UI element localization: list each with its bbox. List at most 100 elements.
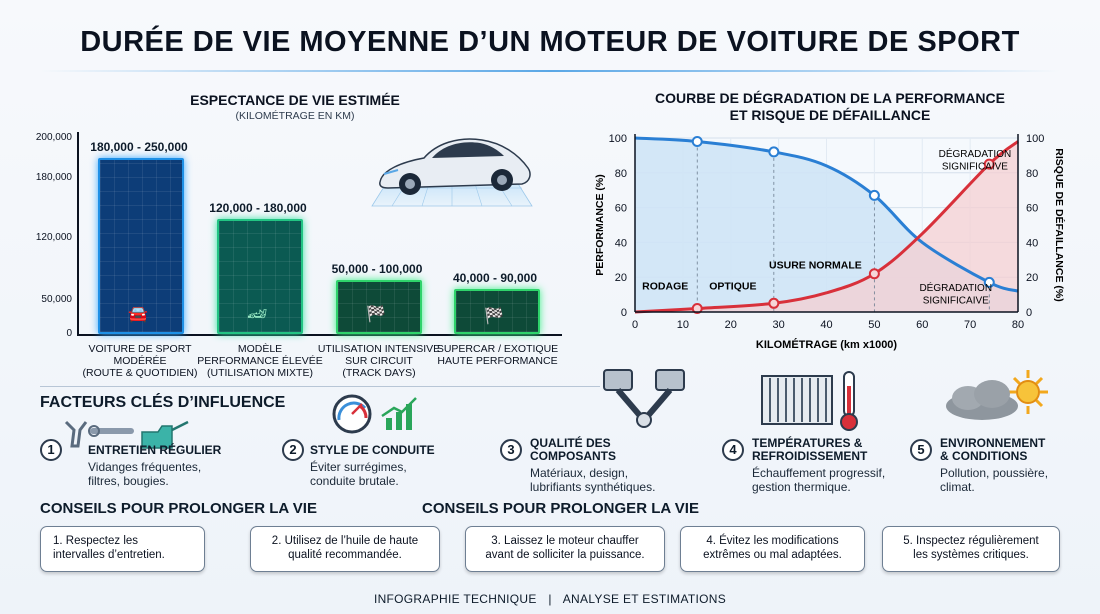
risk-point [868, 268, 880, 280]
bar-caption: VOITURE DE SPORT MODÉRÉE (ROUTE & QUOTIDIE… [82, 343, 198, 379]
footer-separator: | [548, 592, 552, 606]
risk-point [983, 158, 995, 170]
sports-car-illustration [371, 138, 533, 207]
annotation-usure-normale: USURE NORMALE [769, 260, 862, 272]
tip-card-5: 5. Inspectez régulièrement les systèmes c… [882, 526, 1060, 572]
page-title: DURÉE DE VIE MOYENNE D’UN MOTEUR DE VOIT… [80, 26, 1020, 58]
bar-range-label: 50,000 - 100,000 [331, 262, 423, 276]
performance-line [634, 136, 1019, 293]
tip-card-3: 3. Laissez le moteur chauffer avant de so… [465, 526, 665, 572]
x-tick-label: 80 [1012, 319, 1024, 331]
factor-description: Éviter surrégimes, conduite brutale. [310, 460, 407, 488]
y-tick-label: 60 [615, 203, 627, 215]
bar-range-label: 180,000 - 250,000 [90, 140, 188, 154]
line-chart-ticks: 0 10 20 30 40 50 60 70 80 100 100 80 80 60 60 40 40 20 20 0… [609, 133, 1045, 331]
line-chart-y2label: RISQUE DE DÉFAILLANCE (%) [1053, 148, 1066, 301]
performance-point [691, 135, 703, 147]
y2-tick-label: 0 [1026, 307, 1032, 319]
weather-icon [946, 370, 1048, 420]
y2-tick-label: 100 [1026, 133, 1044, 145]
bar-chart-title: ESPECTANCE DE VIE ESTIMÉE [190, 92, 400, 108]
annotation-degradation-bottom: DÉGRADATION [919, 281, 992, 294]
title-divider [40, 70, 1060, 72]
bar-supercar: 🏁 [454, 289, 540, 334]
performance-point [868, 189, 880, 201]
annotation-degradation-top: SIGNIFICAIVE [942, 161, 1008, 172]
annotation-degradation-bottom: SIGNIFICAIVE [923, 295, 989, 306]
risk-area [635, 141, 1018, 312]
y2-tick-label: 40 [1026, 237, 1038, 249]
line-chart-xlabel: KILOMÉTRAGE (km x1000) [756, 338, 898, 351]
y-tick-label: 20 [615, 272, 627, 284]
factor-heading: TEMPÉRATURES & REFROIDISSEMENT [752, 436, 868, 463]
tips-title-right: CONSEILS POUR PROLONGER LA VIE [422, 500, 699, 517]
bar-range-label: 120,000 - 180,000 [209, 201, 307, 215]
risk-point [691, 303, 703, 315]
y-tick-label: 0 [621, 307, 627, 319]
factor-number: 4 [722, 439, 744, 461]
sedan-icon: 🚘 [128, 306, 148, 323]
factor-heading: QUALITÉ DES COMPOSANTS [530, 436, 617, 463]
factor-number: 2 [282, 439, 304, 461]
factor-number: 1 [40, 439, 62, 461]
factor-description: Pollution, poussière, climat. [940, 466, 1049, 494]
bar-y-tick: 50,000 [41, 294, 72, 305]
factor-number: 3 [500, 439, 522, 461]
factor-description: Matériaux, design, lubrifiants synthétiqu… [530, 466, 656, 494]
bar-caption: SUPERCAR / EXOTIQUE HAUTE PERFORMANCE [436, 343, 559, 367]
y-tick-label: 40 [615, 237, 627, 249]
y-tick-label: 100 [609, 133, 627, 145]
bar-y-tick: 200,000 [35, 132, 72, 143]
annotation-degradation-top: DÉGRADATION [939, 147, 1012, 160]
bar-y-axis [77, 132, 79, 336]
bar-y-tick: 120,000 [35, 232, 72, 243]
factor-heading: STYLE DE CONDUITE [310, 443, 435, 457]
x-tick-label: 40 [820, 319, 832, 331]
factor-description: Vidanges fréquentes, filtres, bougies. [88, 460, 202, 488]
factors-title: FACTEURS CLÉS D’INFLUENCE [40, 394, 286, 411]
y2-tick-label: 60 [1026, 203, 1038, 215]
performance-point [768, 146, 780, 158]
tip-card-4: 4. Évitez les modifications extrêmes ou m… [680, 526, 865, 572]
racing-flags-icon: 🏁 [366, 306, 386, 323]
x-tick-label: 10 [677, 319, 689, 331]
pistons-icon [603, 369, 685, 428]
risk-point [768, 297, 780, 309]
annotation-optique: OPTIQUE [709, 280, 756, 292]
x-tick-label: 60 [916, 319, 928, 331]
x-tick-label: 0 [632, 319, 638, 331]
wrench-oilcan-icon [64, 420, 189, 449]
footer-left: INFOGRAPHIE TECHNIQUE [373, 592, 537, 606]
racing-flags-icon: 🏁 [484, 308, 504, 325]
tip-card-1: 1. Respectez les intervalles d’entretien. [40, 526, 205, 572]
tips-title-left: CONSEILS POUR PROLONGER LA VIE [40, 500, 317, 517]
line-chart-title: COURBE DE DÉGRADATION DE LA PERFORMANCE E… [654, 90, 1005, 123]
line-chart-ylabel: PERFORMANCE (%) [594, 174, 606, 276]
y2-tick-label: 80 [1026, 168, 1038, 180]
factor-heading: ENTRETIEN RÉGULIER [88, 443, 222, 457]
line-chart-axes [634, 134, 1019, 313]
sports-car-icon: 🏎 [247, 306, 268, 323]
risk-line [634, 140, 1019, 314]
x-tick-label: 20 [725, 319, 737, 331]
marker-guides [696, 141, 990, 312]
annotation-rodage: RODAGE [642, 280, 688, 292]
footer-right: ANALYSE ET ESTIMATIONS [562, 592, 727, 606]
bar-y-tick: 0 [66, 328, 72, 339]
line-markers [691, 135, 995, 315]
x-tick-label: 50 [868, 319, 880, 331]
footer: INFOGRAPHIE TECHNIQUE | ANALYSE ET ESTIM… [0, 592, 1100, 606]
bar-sport-moderee: 🚘 [98, 158, 184, 334]
bar-performance-elevee: 🏎 [217, 219, 303, 334]
bar-x-axis [77, 334, 562, 336]
bar-range-label: 40,000 - 90,000 [452, 271, 538, 285]
degradation-line-chart: 0 10 20 30 40 50 60 70 80 100 100 80 80 60 60 40 40 20 20 0… [594, 133, 1066, 351]
factor-number: 5 [910, 439, 932, 461]
performance-point [983, 276, 995, 288]
section-divider [40, 386, 600, 387]
x-tick-label: 70 [964, 319, 976, 331]
bar-y-tick: 180,000 [35, 172, 72, 183]
bar-chart-subtitle: (KILOMÉTRAGE EN KM) [235, 110, 355, 122]
gauge-icon [332, 394, 417, 434]
bar-track-days: 🏁 [336, 280, 422, 334]
